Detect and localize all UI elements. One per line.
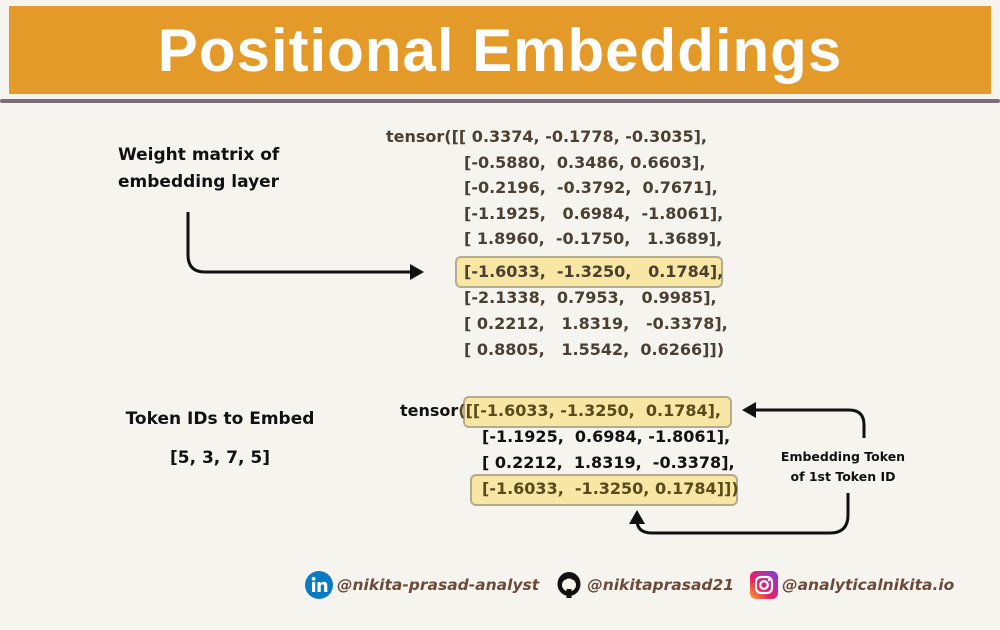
github-icon	[557, 572, 581, 598]
weight-matrix-tensor: tensor([[ 0.3374, -0.1778, -0.3035], [-0…	[386, 124, 728, 379]
title-banner: Positional Embeddings	[9, 6, 991, 94]
github-link[interactable]: @nikitaprasad21	[555, 570, 734, 600]
output-row-1: [-1.1925, 0.6984, -1.8061],	[482, 427, 731, 446]
weight-matrix-label-line1: Weight matrix of	[118, 145, 280, 165]
social-footer: @nikita-prasad-analyst @nikitaprasad21	[305, 570, 954, 600]
page-title: Positional Embeddings	[157, 16, 843, 84]
weight-row-5-highlighted: [-1.6033, -1.3250, 0.1784],	[464, 262, 724, 281]
weight-row-0: tensor([[ 0.3374, -0.1778, -0.3035],	[386, 127, 707, 146]
instagram-link[interactable]: @analyticalnikita.io	[750, 571, 954, 599]
weight-arrow	[186, 212, 412, 274]
weight-row-1: [-0.5880, 0.3486, 0.6603],	[464, 152, 706, 172]
weight-row-6: [-2.1338, 0.7953, 0.9985],	[464, 288, 717, 307]
callout-arrow-top	[754, 408, 866, 438]
instagram-icon	[750, 571, 779, 599]
linkedin-icon	[305, 571, 333, 599]
linkedin-link[interactable]: @nikita-prasad-analyst	[305, 571, 539, 599]
instagram-handle: @analyticalnikita.io	[782, 576, 955, 594]
output-row-2: [ 0.2212, 1.8319, -0.3378],	[482, 453, 735, 472]
output-highlight-first	[463, 396, 732, 428]
token-ids-value: [5, 3, 7, 5]	[170, 448, 270, 468]
weight-matrix-label: Weight matrix of embedding layer	[118, 142, 279, 196]
weight-row-8: [ 0.8805, 1.5542, 0.6266]])	[464, 340, 725, 359]
callout-arrow-bottom-head	[629, 510, 645, 524]
output-row-3: [-1.6033, -1.3250, 0.1784]])	[482, 479, 739, 498]
callout-arrow-bottom	[635, 493, 850, 535]
output-highlight-last	[470, 474, 738, 506]
weight-row-2: [-0.2196, -0.3792, 0.7671],	[464, 178, 718, 197]
weight-row-7: [ 0.2212, 1.8319, -0.3378],	[464, 314, 728, 333]
github-handle: @nikitaprasad21	[587, 576, 735, 594]
callout-line2: of 1st Token ID	[790, 469, 896, 484]
weight-arrow-head	[410, 264, 424, 280]
callout-arrow-top-head	[742, 402, 756, 418]
weight-highlight-box	[455, 256, 723, 288]
weight-matrix-label-line2: embedding layer	[118, 172, 280, 192]
linkedin-handle: @nikita-prasad-analyst	[337, 576, 540, 594]
header-divider	[0, 99, 1000, 103]
weight-row-3: [-1.1925, 0.6984, -1.8061],	[464, 203, 724, 223]
callout-line1: Embedding Token	[780, 449, 906, 464]
token-ids-label: Token IDs to Embed	[125, 409, 315, 429]
weight-row-4: [ 1.8960, -0.1750, 1.3689],	[464, 229, 723, 248]
output-row-0: tensor([[-1.6033, -1.3250, 0.1784],	[400, 401, 721, 420]
output-tensor: tensor([[-1.6033, -1.3250, 0.1784], [-1.…	[400, 398, 739, 526]
callout-label: Embedding Token of 1st Token ID	[768, 447, 918, 487]
